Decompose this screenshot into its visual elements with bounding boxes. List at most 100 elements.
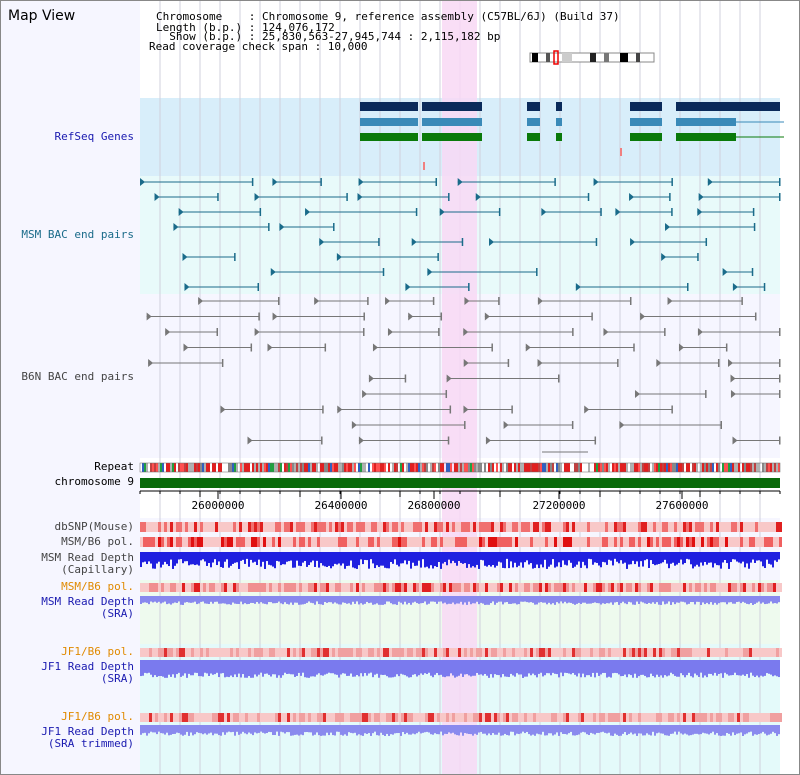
track-label-jf1-b6-pol-trimmed[interactable]: JF1/B6 pol. [61, 710, 134, 723]
repeat-mark [502, 463, 504, 472]
polymorphism-mark [659, 713, 662, 722]
track-label-msm-bac[interactable]: MSM BAC end pairs [21, 228, 134, 241]
polymorphism-mark [668, 522, 671, 532]
read-depth-bar [610, 552, 612, 561]
read-depth-bar [282, 596, 284, 605]
polymorphism-mark [443, 713, 446, 722]
polymorphism-mark [143, 537, 146, 547]
polymorphism-mark [545, 537, 548, 547]
polymorphism-mark [176, 648, 179, 657]
polymorphism-mark [761, 522, 764, 532]
repeat-mark [446, 463, 448, 472]
track-label-jf1-depth-trimmed[interactable]: JF1 Read Depth (SRA trimmed) [41, 725, 134, 750]
read-depth-bar [554, 660, 556, 674]
track-label-chromosome[interactable]: chromosome 9 [54, 475, 134, 488]
msm-bac-end [270, 268, 276, 276]
read-depth-bar [778, 552, 780, 560]
b6n-bac-end [498, 297, 500, 305]
read-depth-bar [284, 596, 286, 603]
polymorphism-mark [404, 583, 407, 592]
polymorphism-mark [563, 522, 566, 532]
polymorphism-mark [686, 713, 689, 722]
read-depth-bar [312, 596, 314, 604]
repeat-mark [406, 463, 408, 472]
read-depth-bar [598, 552, 600, 566]
read-depth-bar [666, 660, 668, 677]
read-depth-bar [212, 725, 214, 736]
polymorphism-mark [689, 648, 692, 657]
read-depth-bar [710, 596, 712, 603]
repeat-mark [480, 463, 482, 472]
read-depth-bar [188, 552, 190, 566]
read-depth-bar [312, 660, 314, 677]
polymorphism-mark [347, 522, 350, 532]
read-depth-bar [638, 725, 640, 734]
track-label-msm-depth-capillary[interactable]: MSM Read Depth (Capillary) [41, 551, 134, 576]
polymorphism-mark [209, 648, 212, 657]
polymorphism-mark [737, 522, 740, 532]
read-depth-bar [464, 725, 466, 734]
read-depth-bar [550, 725, 552, 734]
read-depth-bar [672, 725, 674, 734]
track-label-repeat[interactable]: Repeat [94, 460, 134, 473]
read-depth-bar [770, 596, 772, 602]
repeat-mark [438, 463, 440, 472]
read-depth-bar [160, 596, 162, 604]
polymorphism-mark [236, 583, 239, 592]
read-depth-bar [496, 596, 498, 603]
polymorphism-mark [473, 648, 476, 657]
repeat-mark [142, 463, 144, 472]
polymorphism-mark [314, 648, 317, 657]
read-depth-bar [358, 660, 360, 677]
repeat-mark [620, 463, 622, 472]
read-depth-bar [206, 552, 208, 566]
polymorphism-mark [686, 583, 689, 592]
read-depth-bar [204, 552, 206, 562]
track-label-msm-b6-pol-sra[interactable]: MSM/B6 pol. [61, 580, 134, 593]
read-depth-bar [650, 596, 652, 604]
polymorphism-mark [545, 583, 548, 592]
polymorphism-mark [401, 522, 404, 532]
polymorphism-mark [404, 522, 407, 532]
msm-bac-end [357, 193, 363, 201]
b6n-bac-end [221, 359, 224, 367]
repeat-mark [546, 463, 548, 472]
read-depth-bar [624, 660, 626, 675]
polymorphism-mark [692, 537, 695, 547]
read-depth-bar [702, 596, 704, 603]
track-label-jf1-b6-pol[interactable]: JF1/B6 pol. [61, 645, 134, 658]
polymorphism-mark [581, 522, 584, 532]
read-depth-bar [344, 660, 346, 674]
read-depth-bar [228, 552, 230, 568]
polymorphism-mark [698, 522, 701, 532]
polymorphism-mark [755, 648, 758, 657]
polymorphism-mark [740, 583, 743, 592]
polymorphism-mark [176, 583, 179, 592]
polymorphism-mark [503, 713, 506, 722]
read-depth-bar [246, 596, 248, 605]
track-label-refseq[interactable]: RefSeq Genes [54, 130, 134, 143]
read-depth-bar [472, 725, 474, 736]
read-depth-bar [376, 552, 378, 566]
polymorphism-mark [380, 583, 383, 592]
read-depth-bar [382, 596, 384, 605]
polymorphism-mark [677, 648, 680, 657]
msm-bac-end [435, 178, 438, 186]
track-label-msm-depth-sra[interactable]: MSM Read Depth (SRA) [41, 595, 134, 620]
track-label-jf1-depth-sra[interactable]: JF1 Read Depth (SRA) [41, 660, 134, 685]
read-depth-bar [666, 596, 668, 604]
polymorphism-mark [230, 713, 233, 722]
polymorphism-mark [314, 713, 317, 722]
polymorphism-mark [272, 537, 275, 547]
track-label-b6n-bac[interactable]: B6N BAC end pairs [21, 370, 134, 383]
track-label-msm-b6-pol[interactable]: MSM/B6 pol. [61, 535, 134, 548]
read-depth-bar [546, 660, 548, 674]
b6n-bac-end [779, 359, 781, 367]
read-depth-bar [654, 552, 656, 566]
polymorphism-mark [482, 713, 485, 722]
track-label-dbsnp[interactable]: dbSNP(Mouse) [54, 520, 134, 533]
read-depth-bar [708, 725, 710, 735]
repeat-mark [544, 463, 546, 472]
read-depth-bar [546, 552, 548, 569]
